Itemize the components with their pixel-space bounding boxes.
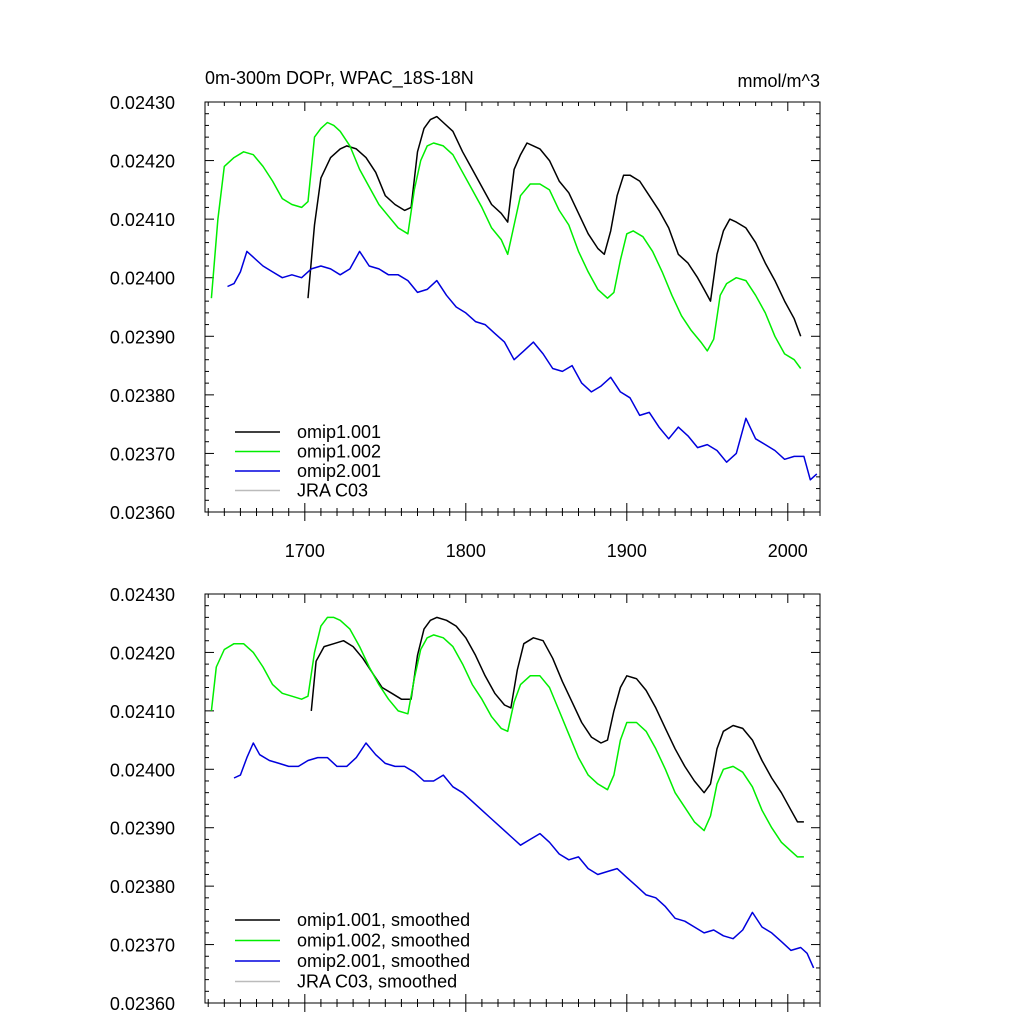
panel-raw: 0m-300m DOPr, WPAC_18S-18N mmol/m^3 0.02… <box>110 68 821 561</box>
legend-label: omip1.002, smoothed <box>297 931 470 951</box>
legend-label: omip1.001 <box>297 422 381 442</box>
y-tick-label: 0.02390 <box>110 327 175 347</box>
y-tick-label: 0.02380 <box>110 877 175 897</box>
axes-raw: 0.02430 0.02420 0.02410 0.02400 0.02390 0.023… <box>110 93 821 561</box>
y-tick-label: 0.02430 <box>110 93 175 113</box>
y-tick-label: 0.02420 <box>110 643 175 663</box>
legend-label: JRA C03 <box>297 481 368 501</box>
y-tick-label: 0.02400 <box>110 760 175 780</box>
y-tick-label: 0.02410 <box>110 702 175 722</box>
legend-label: omip2.001 <box>297 461 381 481</box>
legend-label: omip1.001, smoothed <box>297 910 470 930</box>
series-line-2 <box>210 121 802 369</box>
y-tick-label: 0.02430 <box>110 585 175 605</box>
y-tick-label: 0.02370 <box>110 444 175 464</box>
axes-smoothed: 0.02430 0.02420 0.02410 0.02400 0.02390 0.023… <box>110 585 821 1014</box>
plot-frame <box>204 101 821 513</box>
x-tick-label: 1900 <box>607 541 647 561</box>
panel-smoothed: 0.02430 0.02420 0.02410 0.02400 0.02390 0.023… <box>110 585 821 1014</box>
y-tick-label: 0.02370 <box>110 936 175 956</box>
plot-frame <box>204 593 821 1004</box>
series-lines-raw <box>210 115 818 481</box>
series-line-1 <box>310 616 804 823</box>
chart-units: mmol/m^3 <box>738 71 820 91</box>
series-line-1 <box>307 115 802 337</box>
series-lines-smoothed <box>210 616 815 969</box>
y-tick-label: 0.02360 <box>110 503 175 523</box>
legend-label: JRA C03, smoothed <box>297 972 457 992</box>
x-tick-label: 1700 <box>285 541 325 561</box>
legend-label: omip1.002 <box>297 442 381 462</box>
y-tick-label: 0.02390 <box>110 819 175 839</box>
y-tick-label: 0.02410 <box>110 210 175 230</box>
series-line-3 <box>233 742 815 969</box>
series-line-3 <box>227 250 818 481</box>
series-line-2 <box>210 616 804 858</box>
x-tick-label: 1800 <box>446 541 486 561</box>
y-tick-label: 0.02380 <box>110 386 175 406</box>
y-tick-label: 0.02400 <box>110 269 175 289</box>
legend-label: omip2.001, smoothed <box>297 951 470 971</box>
x-tick-label: 2000 <box>768 541 808 561</box>
chart-title: 0m-300m DOPr, WPAC_18S-18N <box>205 68 474 89</box>
y-tick-label: 0.02420 <box>110 152 175 172</box>
y-tick-label: 0.02360 <box>110 994 175 1014</box>
